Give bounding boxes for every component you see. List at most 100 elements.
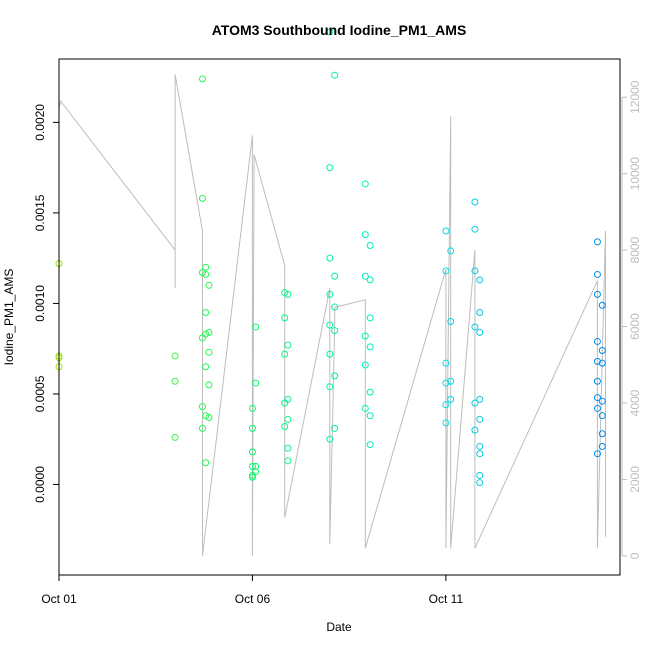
data-point <box>284 415 292 423</box>
data-point <box>171 352 179 360</box>
data-point <box>284 290 292 298</box>
data-point <box>476 328 484 336</box>
data-point <box>593 394 601 402</box>
data-point <box>476 415 484 423</box>
data-point <box>331 303 339 311</box>
data-point <box>593 404 601 412</box>
data-point <box>198 194 206 202</box>
right-tick-label: 12000 <box>628 80 642 114</box>
data-point <box>598 359 606 367</box>
y-tick-label: 0.0010 <box>33 285 47 322</box>
data-point <box>598 442 606 450</box>
data-point <box>252 379 260 387</box>
data-point <box>593 270 601 278</box>
data-point <box>284 341 292 349</box>
data-point <box>476 395 484 403</box>
data-point <box>593 238 601 246</box>
data-point <box>202 270 210 278</box>
data-point <box>593 357 601 365</box>
data-point <box>281 314 289 322</box>
right-tick-label: 0 <box>628 552 642 559</box>
y-tick-label: 0.0005 <box>33 375 47 412</box>
data-point <box>476 442 484 450</box>
x-tick-label: Oct 11 <box>429 592 464 606</box>
data-point <box>326 28 334 36</box>
data-point <box>598 412 606 420</box>
data-point <box>476 308 484 316</box>
data-point <box>198 403 206 411</box>
data-point <box>202 363 210 371</box>
data-point <box>198 424 206 432</box>
data-point <box>366 276 374 284</box>
right-tick-label: 6000 <box>628 313 642 340</box>
data-point <box>361 361 369 369</box>
data-point <box>471 225 479 233</box>
data-point <box>471 399 479 407</box>
data-point <box>205 281 213 289</box>
y-tick-label: 0.0020 <box>33 104 47 141</box>
data-point <box>366 241 374 249</box>
data-point <box>331 372 339 380</box>
data-point <box>476 471 484 479</box>
x-tick-label: Oct 01 <box>41 592 77 606</box>
data-point <box>326 254 334 262</box>
data-point <box>476 450 484 458</box>
y-tick-label: 0.0000 <box>33 466 47 503</box>
data-point <box>471 426 479 434</box>
data-point <box>442 401 450 409</box>
data-point <box>326 350 334 358</box>
y-axis-label: Iodine_PM1_AMS <box>2 269 16 366</box>
data-point <box>476 276 484 284</box>
data-point <box>331 272 339 280</box>
y-tick-label: 0.0015 <box>33 194 47 231</box>
data-point <box>442 379 450 387</box>
data-point <box>326 164 334 172</box>
data-point <box>361 332 369 340</box>
data-point <box>442 227 450 235</box>
data-point <box>198 75 206 83</box>
data-point <box>248 404 256 412</box>
plot-frame <box>58 58 621 576</box>
data-point <box>471 198 479 206</box>
data-point <box>361 272 369 280</box>
data-point <box>598 397 606 405</box>
data-point <box>447 395 455 403</box>
right-tick-label: 10000 <box>628 157 642 191</box>
x-axis: Oct 01 Oct 06 Oct 11 <box>41 575 463 606</box>
data-point <box>281 423 289 431</box>
data-point <box>202 459 210 467</box>
data-point <box>205 348 213 356</box>
data-point <box>252 462 260 470</box>
data-point <box>248 473 256 481</box>
data-point <box>471 323 479 331</box>
data-point <box>284 457 292 465</box>
data-point <box>248 448 256 456</box>
data-point <box>366 343 374 351</box>
right-tick-label: 8000 <box>628 236 642 263</box>
right-axis-series-line <box>58 74 606 556</box>
right-axis: 0 2000 4000 6000 8000 10000 12000 <box>621 80 642 559</box>
data-point <box>326 383 334 391</box>
data-point <box>284 444 292 452</box>
data-point <box>248 424 256 432</box>
data-point <box>171 377 179 385</box>
data-point <box>326 435 334 443</box>
data-point <box>447 318 455 326</box>
data-point <box>171 433 179 441</box>
data-point <box>442 359 450 367</box>
data-point <box>598 301 606 309</box>
data-point <box>326 290 334 298</box>
data-point <box>366 412 374 420</box>
data-point <box>252 323 260 331</box>
data-point <box>361 231 369 239</box>
data-point <box>442 267 450 275</box>
data-point <box>471 267 479 275</box>
data-point <box>205 328 213 336</box>
y-axis: 0.0000 0.0005 0.0010 0.0015 0.0020 <box>33 104 59 503</box>
data-point <box>202 263 210 271</box>
data-point <box>331 71 339 79</box>
data-point <box>366 441 374 449</box>
data-point <box>326 321 334 329</box>
data-point <box>202 308 210 316</box>
data-point <box>593 337 601 345</box>
